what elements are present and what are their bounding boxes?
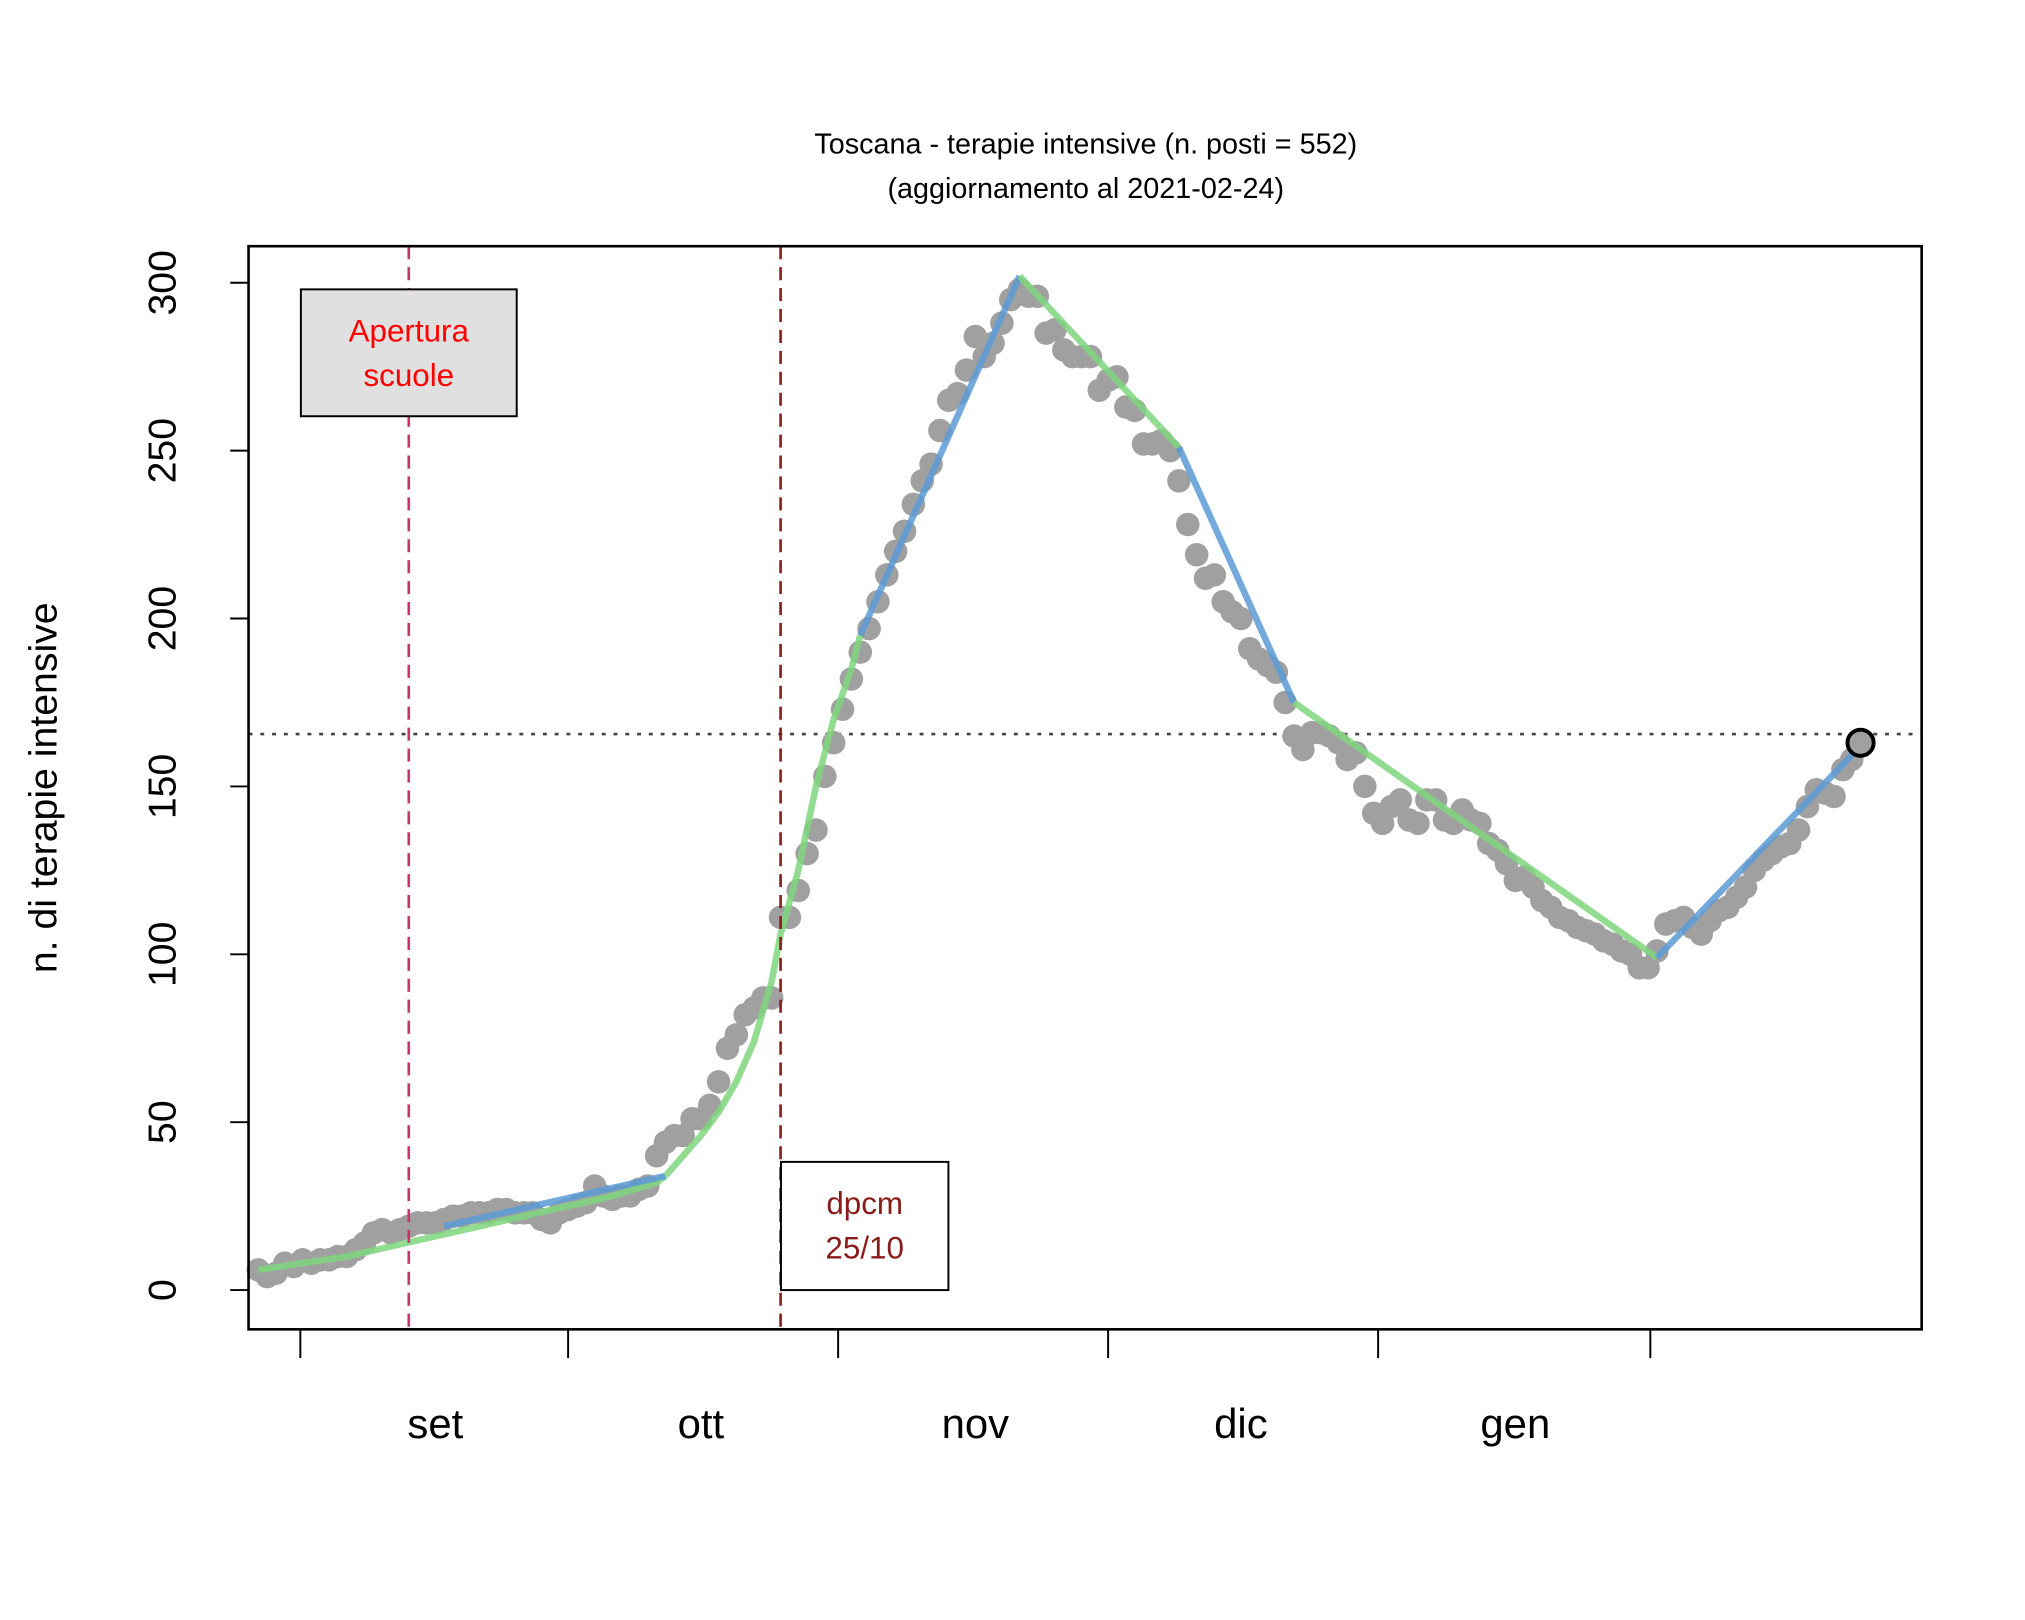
y-tick-label: 100 xyxy=(140,922,184,987)
data-point xyxy=(1229,606,1253,631)
fit-line xyxy=(1654,743,1863,960)
annotation-text: scuole xyxy=(363,358,454,393)
plot-frame xyxy=(247,244,1923,1331)
fit-line xyxy=(1017,273,1182,450)
fit-line xyxy=(1292,699,1659,961)
fit-line xyxy=(857,274,1023,637)
annotation-text: Apertura xyxy=(349,314,470,349)
chart-subtitle: (aggiornamento al 2021-02-24) xyxy=(887,173,1284,205)
y-tick-label: 50 xyxy=(140,1100,184,1144)
y-tick-label: 0 xyxy=(140,1279,184,1301)
data-point xyxy=(963,324,988,349)
data-point xyxy=(1184,542,1209,567)
fit-line xyxy=(663,634,864,1179)
y-tick-label: 250 xyxy=(140,418,184,483)
data-point xyxy=(1176,512,1200,537)
annotation-text: 25/10 xyxy=(825,1231,904,1266)
y-tick-label: 150 xyxy=(140,754,184,819)
y-tick-label: 300 xyxy=(140,250,184,315)
data-point xyxy=(706,1070,731,1094)
chart-title: Toscana - terapie intensive (n. posti = … xyxy=(814,128,1357,160)
last-point xyxy=(1845,727,1876,758)
x-tick-label: nov xyxy=(942,1400,1010,1447)
data-point xyxy=(1406,811,1430,836)
annotation-text: dpcm xyxy=(826,1186,903,1221)
fit-line xyxy=(1175,445,1298,704)
data-point xyxy=(1353,774,1377,799)
x-tick-label: dic xyxy=(1214,1400,1268,1447)
data-point xyxy=(724,1023,749,1047)
annotation-box xyxy=(779,1160,950,1292)
y-axis-label: n. di terapie intensive xyxy=(21,602,65,973)
annotation-box xyxy=(299,288,518,418)
fit-line xyxy=(443,1172,667,1230)
data-point xyxy=(1786,818,1811,842)
data-point xyxy=(1167,469,1191,493)
fit-line xyxy=(257,1173,668,1274)
x-tick-label: ott xyxy=(678,1400,725,1447)
data-point xyxy=(1822,784,1846,809)
data-point xyxy=(1202,563,1227,587)
x-tick-label: set xyxy=(407,1400,463,1447)
y-tick-label: 200 xyxy=(140,586,184,651)
data-point xyxy=(1388,788,1413,812)
x-tick-label: gen xyxy=(1480,1400,1550,1447)
